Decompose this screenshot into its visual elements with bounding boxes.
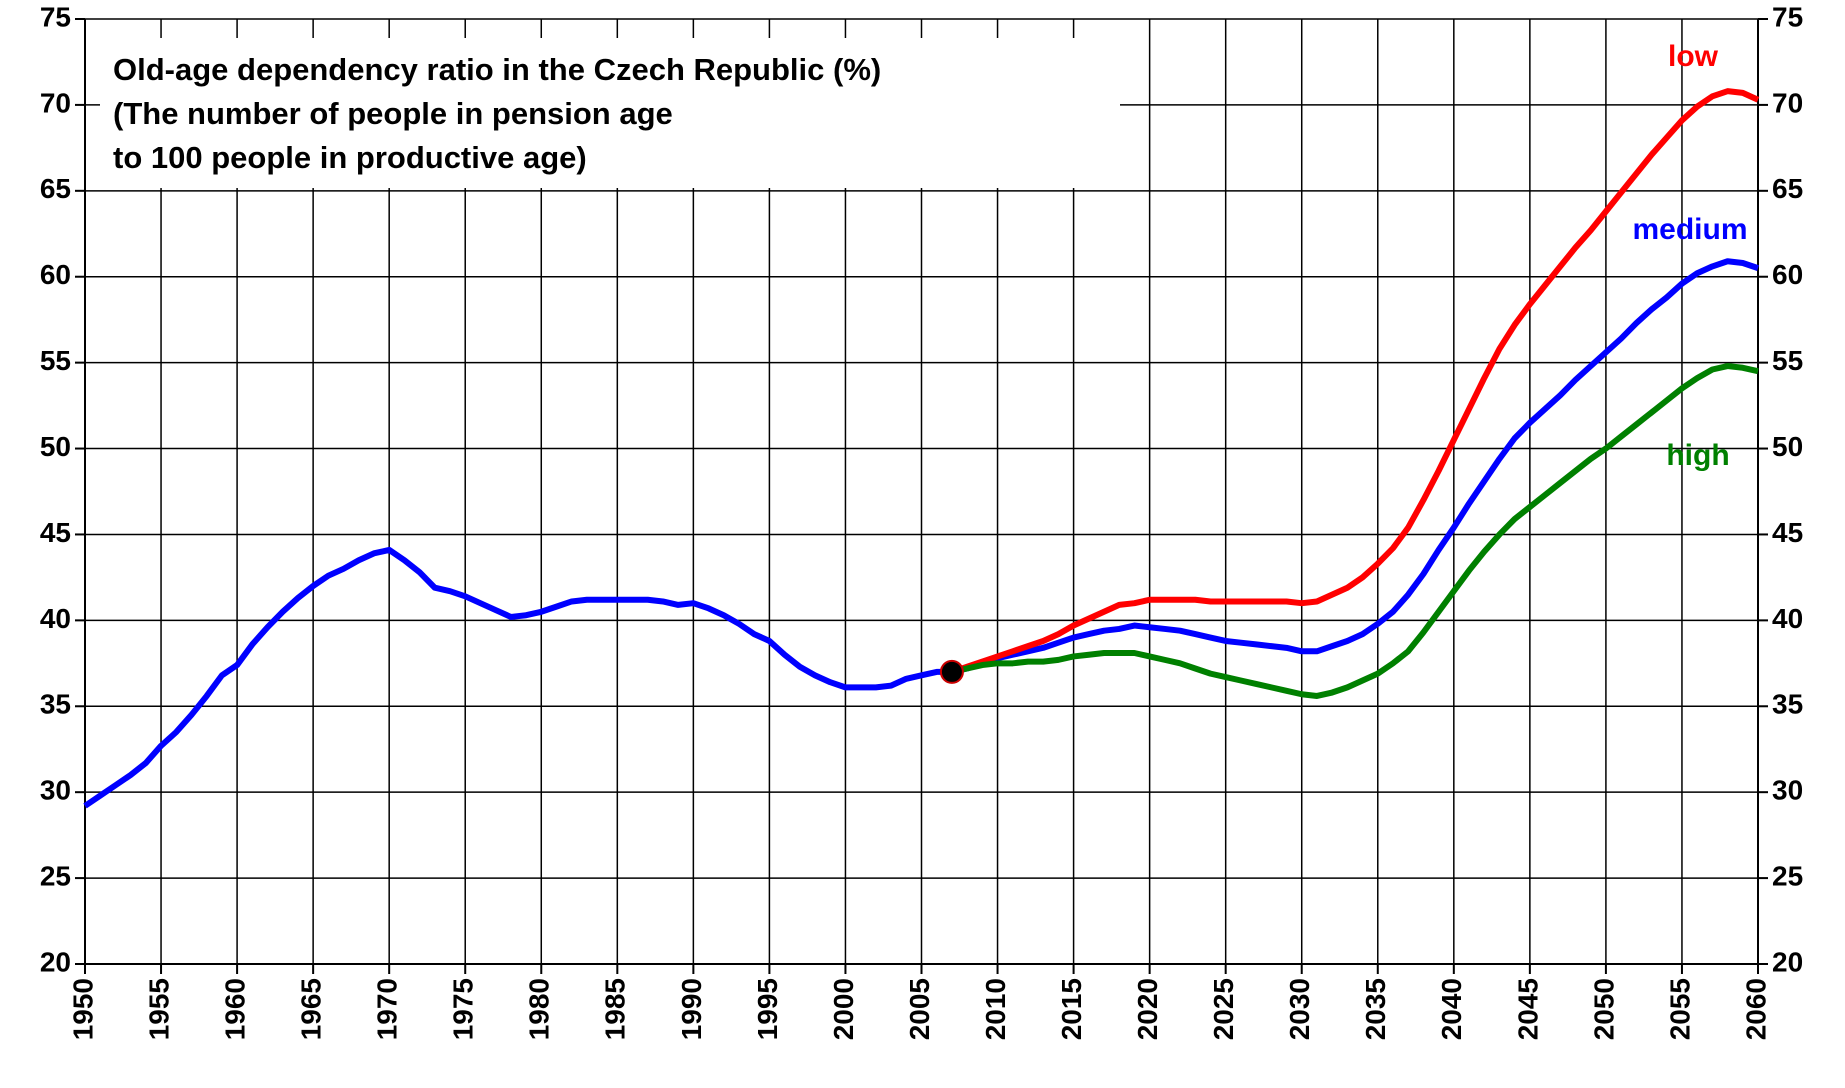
y2-tick-label: 25: [1772, 860, 1803, 891]
y2-tick-label: 60: [1772, 259, 1803, 290]
y-tick-label: 30: [40, 775, 71, 806]
y-tick-label: 40: [40, 603, 71, 634]
y2-tick-label: 65: [1772, 173, 1803, 204]
x-tick-label: 2045: [1512, 978, 1543, 1040]
y-tick-label: 50: [40, 431, 71, 462]
y-tick-label: 70: [40, 87, 71, 118]
y2-tick-label: 50: [1772, 431, 1803, 462]
y-tick-label: 20: [40, 946, 71, 977]
chart-title: Old-age dependency ratio in the Czech Re…: [113, 52, 881, 87]
base-year-marker: [939, 659, 964, 684]
x-tick-label: 2055: [1664, 978, 1695, 1040]
title-box: [100, 38, 1120, 188]
chart-title: to 100 people in productive age): [113, 140, 587, 175]
x-tick-label: 2030: [1284, 978, 1315, 1040]
y2-tick-label: 70: [1772, 87, 1803, 118]
y-tick-label: 65: [40, 173, 71, 204]
x-tick-label: 2015: [1056, 978, 1087, 1040]
y2-tick-label: 45: [1772, 517, 1803, 548]
y-tick-label: 75: [40, 1, 71, 32]
x-tick-label: 1975: [448, 978, 479, 1040]
x-tick-label: 2010: [980, 978, 1011, 1040]
x-tick-label: 2005: [904, 978, 935, 1040]
x-tick-label: 1990: [676, 978, 707, 1040]
y-tick-label: 25: [40, 860, 71, 891]
chart-title: (The number of people in pension age: [113, 96, 673, 131]
series-line: [950, 88, 1760, 675]
x-tick-label: 1985: [600, 978, 631, 1040]
y2-tick-label: 75: [1772, 1, 1803, 32]
series-label: high: [1666, 439, 1729, 472]
x-tick-label: 2060: [1740, 978, 1771, 1040]
y-tick-label: 45: [40, 517, 71, 548]
x-tick-label: 2035: [1360, 978, 1391, 1040]
x-tick-label: 2000: [828, 978, 859, 1040]
x-tick-label: 2025: [1208, 978, 1239, 1040]
series-line: [951, 363, 1759, 699]
y2-tick-label: 40: [1772, 603, 1803, 634]
series-label: medium: [1632, 213, 1747, 246]
x-tick-label: 1950: [67, 978, 98, 1040]
x-tick-label: 1970: [372, 978, 403, 1040]
series-label: low: [1668, 40, 1719, 73]
series-line: [83, 258, 1759, 809]
y-tick-label: 55: [40, 345, 71, 376]
x-tick-label: 1960: [219, 978, 250, 1040]
y2-tick-label: 20: [1772, 946, 1803, 977]
y2-tick-label: 35: [1772, 689, 1803, 720]
x-tick-label: 2050: [1588, 978, 1619, 1040]
y2-tick-label: 55: [1772, 345, 1803, 376]
x-tick-label: 2020: [1132, 978, 1163, 1040]
y-tick-label: 60: [40, 259, 71, 290]
x-tick-label: 1965: [296, 978, 327, 1040]
x-tick-label: 2040: [1436, 978, 1467, 1040]
y2-tick-label: 30: [1772, 775, 1803, 806]
x-tick-label: 1980: [524, 978, 555, 1040]
y-tick-label: 35: [40, 689, 71, 720]
x-tick-label: 1955: [143, 978, 174, 1040]
x-tick-label: 1995: [752, 978, 783, 1040]
